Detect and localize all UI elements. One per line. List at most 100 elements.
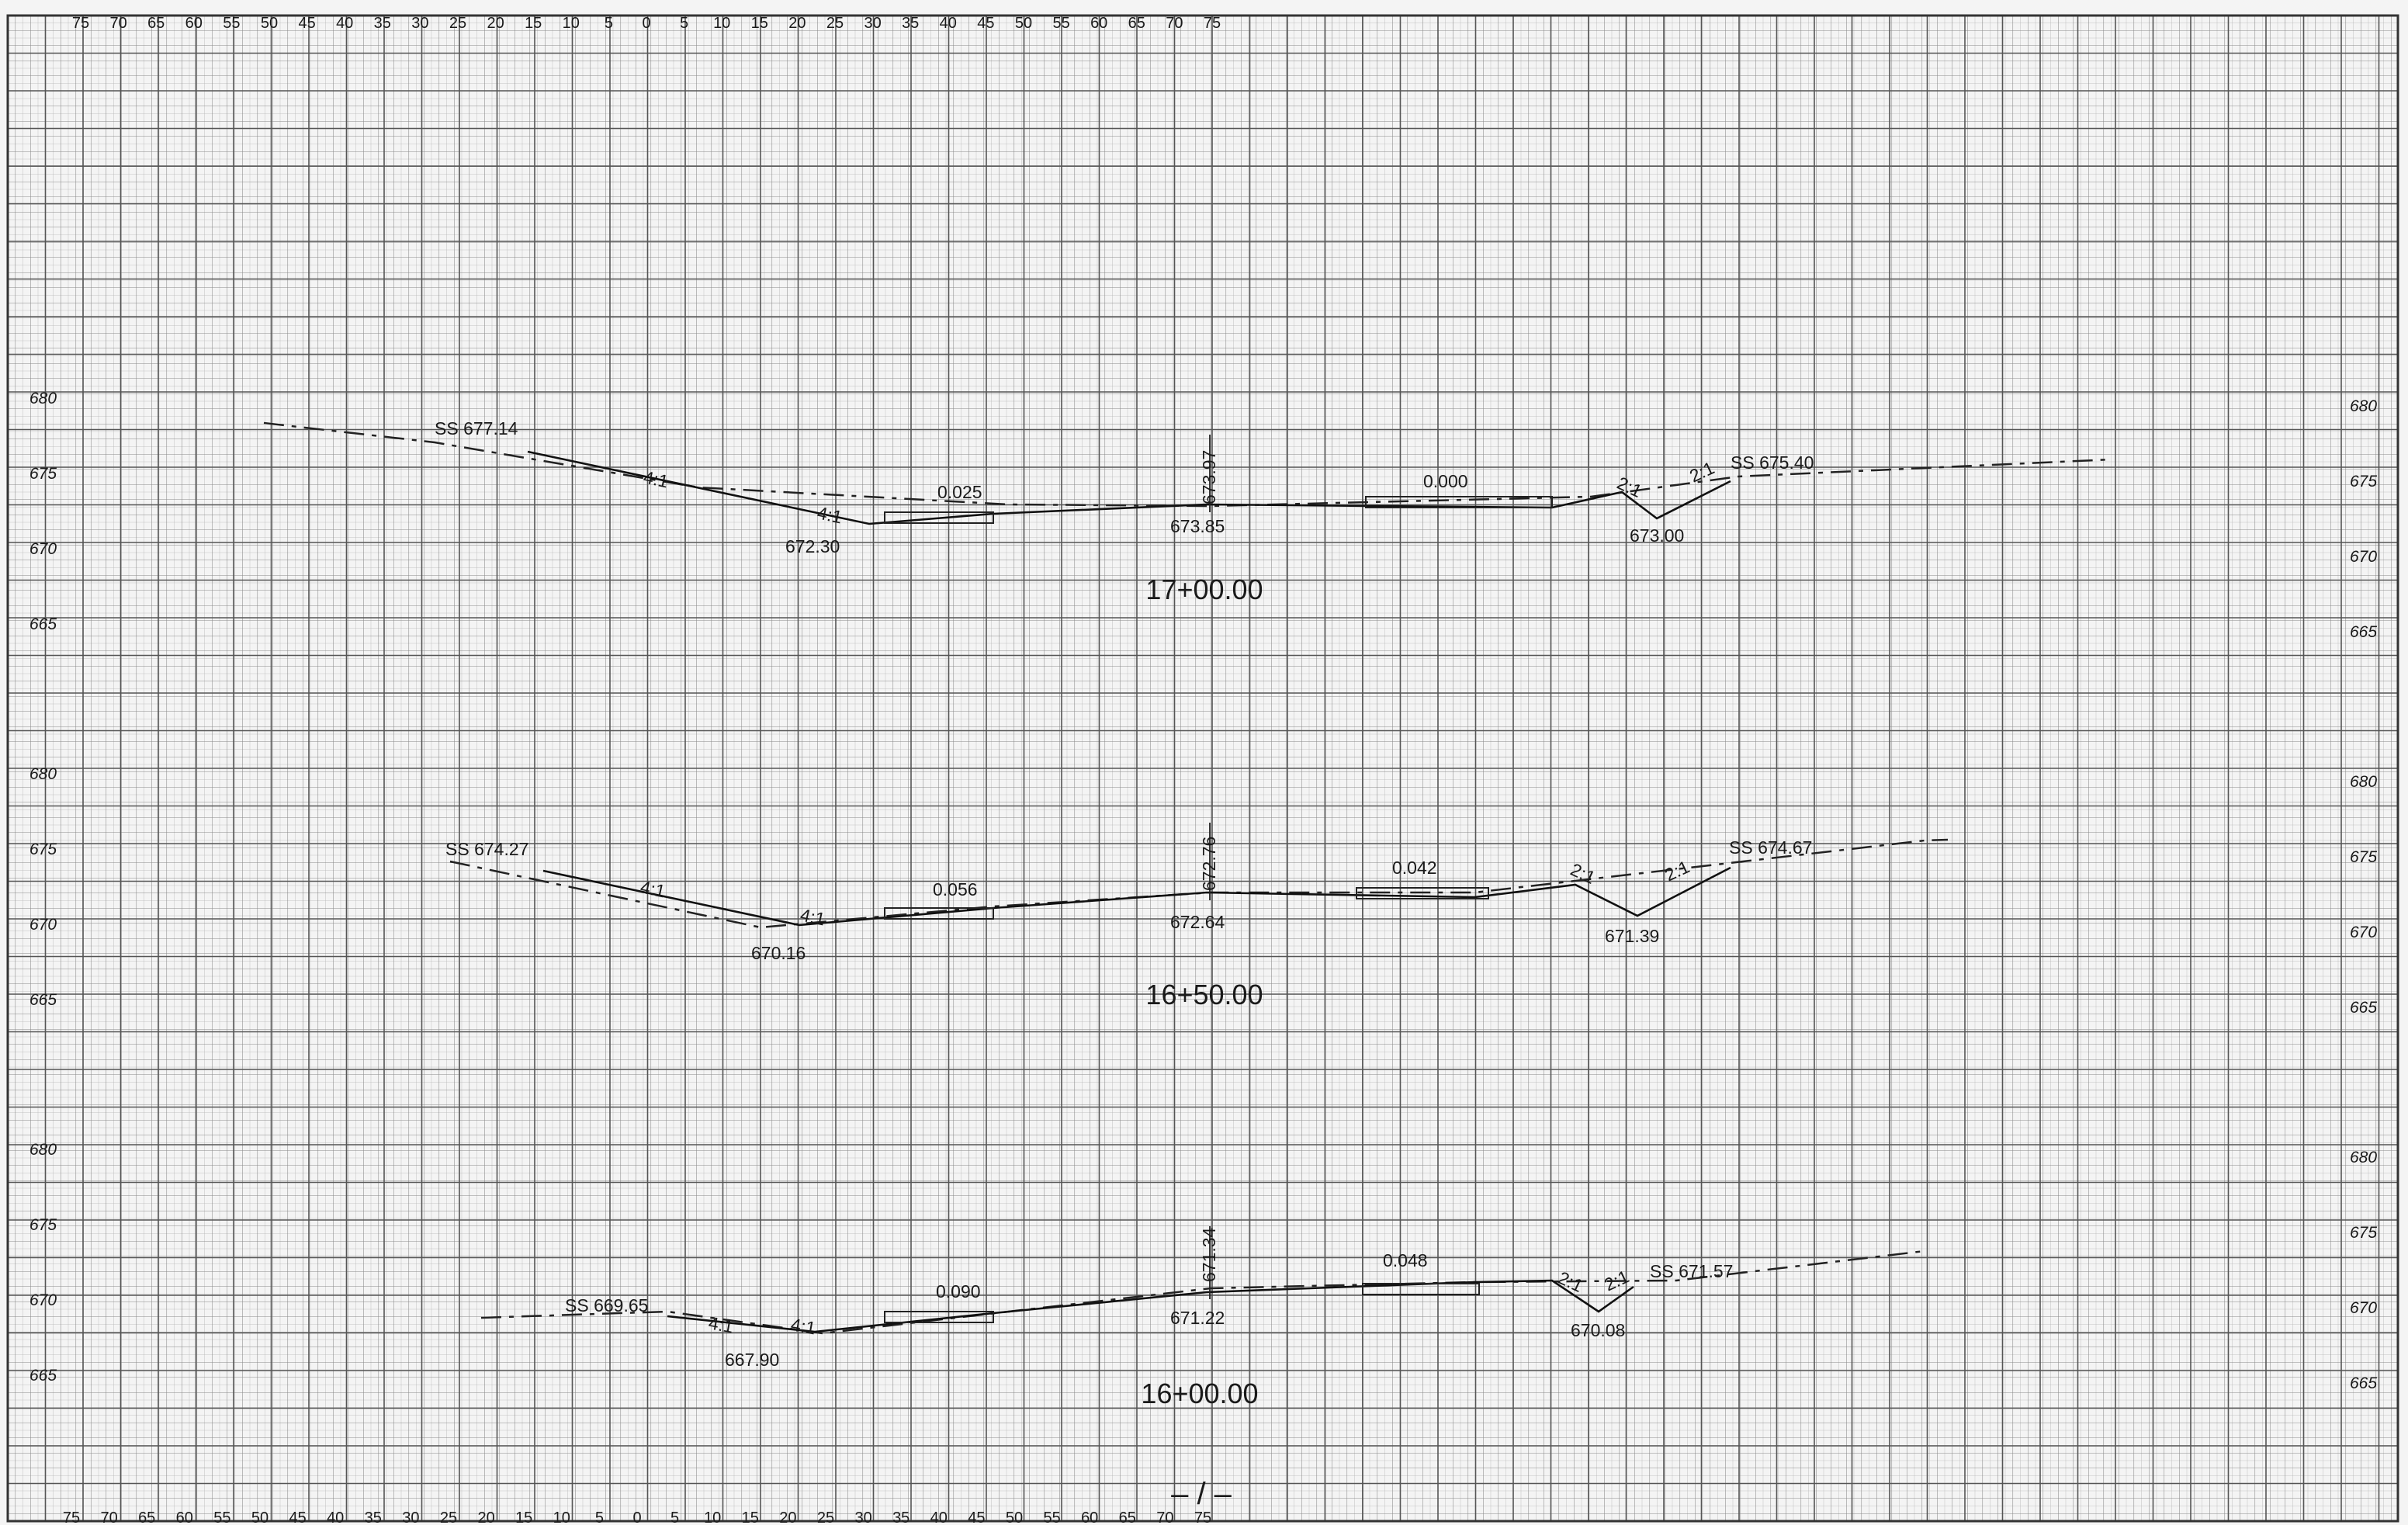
offset-scale-bottom-label: 55 <box>213 1509 230 1525</box>
slope-left-outer-label: 4:1 <box>707 1312 735 1336</box>
offset-scale-bottom-label: 15 <box>742 1509 759 1525</box>
offset-scale-bottom-label: 30 <box>402 1509 419 1525</box>
proposed-section-line <box>542 866 1731 927</box>
offset-scale-bottom-label: 5 <box>670 1509 679 1525</box>
existing-ground-line <box>263 421 2112 508</box>
ss-right-label: SS 675.40 <box>1731 452 1814 473</box>
grade-left-label: 0.025 <box>937 482 982 502</box>
elevation-label-right: 670 <box>2350 548 2377 566</box>
ditch-right-elevation: 670.08 <box>1571 1320 1625 1340</box>
offset-scale-top-label: 45 <box>977 15 994 32</box>
elevation-label-right: 665 <box>2350 1374 2377 1392</box>
centerline-bottom-elevation: 671.22 <box>1170 1308 1225 1328</box>
centerline-top-elevation: 671.34 <box>1199 1227 1219 1282</box>
offset-scale-bottom-label: 45 <box>968 1509 985 1525</box>
offset-scale-bottom-label: 55 <box>1043 1509 1060 1525</box>
offset-scale-bottom-label: 25 <box>817 1509 834 1525</box>
centerline-bottom-elevation: 672.64 <box>1170 912 1225 932</box>
offset-scale-top-label: 25 <box>449 15 466 32</box>
proposed-section-line <box>667 1279 1634 1333</box>
major-grid-lines <box>7 15 2398 1522</box>
slope-left-inner-label: 4:1 <box>789 1314 817 1338</box>
offset-scale-top-label: 70 <box>1166 15 1183 32</box>
offset-scale-top-label: 60 <box>1090 15 1107 32</box>
offset-scale-top-label: 20 <box>788 15 806 32</box>
elevation-label-left: 680 <box>29 1141 57 1159</box>
offset-scale-bottom-label: 65 <box>138 1509 155 1525</box>
offset-scale-top-label: 50 <box>1015 15 1032 32</box>
offset-scale-top-label: 45 <box>298 15 315 32</box>
offset-scale-top-label: 70 <box>109 15 126 32</box>
elevation-scale-left: 680 675 670 665 680 675 670 665 680 675 670 665 <box>29 390 57 1385</box>
offset-scale-top-label: 15 <box>525 15 542 32</box>
ss-right-label: SS 674.67 <box>1729 837 1812 858</box>
pavement-left <box>884 1311 994 1323</box>
pavement-left <box>884 511 994 524</box>
grade-left-label: 0.090 <box>936 1281 981 1301</box>
elevation-label-right: 670 <box>2350 1299 2377 1317</box>
offset-scale-top-label: 20 <box>487 15 504 32</box>
elevation-label-right: 675 <box>2350 473 2377 490</box>
offset-scale-top-label: 10 <box>563 15 580 32</box>
grade-right-label: 0.000 <box>1423 471 1468 491</box>
proposed-section-line <box>527 450 1731 525</box>
pavement-right <box>1365 496 1553 508</box>
offset-scale-top-label: 15 <box>751 15 768 32</box>
elevation-label-right: 680 <box>2350 397 2377 415</box>
ditch-left-elevation: 670.16 <box>751 943 806 963</box>
offset-scale-bottom-label: 40 <box>327 1509 344 1525</box>
offset-scale-top-label: 30 <box>411 15 428 32</box>
ss-right-label: SS 671.57 <box>1650 1261 1733 1281</box>
offset-scale-top-label: 35 <box>902 15 919 32</box>
grade-left-label: 0.056 <box>933 879 978 899</box>
offset-scale-top-label: 10 <box>713 15 730 32</box>
page-number: – / – <box>1171 1477 1232 1511</box>
elevation-label-left: 665 <box>29 1367 57 1385</box>
offset-scale-top: 75 70 65 60 55 50 45 40 35 30 25 20 15 10 5 0 5 10 15 20 25 3… <box>72 15 1221 32</box>
elevation-label-right: 665 <box>2350 623 2377 641</box>
offset-scale-bottom-label: 45 <box>289 1509 306 1525</box>
pavement-right <box>1356 887 1489 899</box>
elevation-label-right: 665 <box>2350 999 2377 1017</box>
elevation-label-right: 680 <box>2350 773 2377 791</box>
offset-scale-bottom-label: 35 <box>365 1509 382 1525</box>
ditch-left-elevation: 672.30 <box>785 536 840 556</box>
offset-scale-top-label: 50 <box>261 15 278 32</box>
elevation-label-right: 675 <box>2350 848 2377 866</box>
ditch-right-elevation: 673.00 <box>1630 525 1684 546</box>
offset-scale-bottom-label: 5 <box>595 1509 604 1525</box>
centerline-top-elevation: 673.97 <box>1199 450 1219 504</box>
offset-scale-top-label: 30 <box>864 15 881 32</box>
offset-scale-top-label: 65 <box>147 15 165 32</box>
centerline-top-elevation: 672.76 <box>1199 837 1219 891</box>
offset-scale-top-label: 0 <box>642 15 650 32</box>
offset-scale-bottom-label: 70 <box>1156 1509 1173 1525</box>
offset-scale-top-label: 25 <box>826 15 844 32</box>
station-label: 17+00.00 <box>1145 574 1263 605</box>
elevation-label-left: 680 <box>29 390 57 407</box>
offset-scale-top-label: 65 <box>1128 15 1145 32</box>
elevation-label-left: 680 <box>29 765 57 783</box>
offset-scale-bottom-label: 30 <box>854 1509 871 1525</box>
offset-scale-bottom-label: 50 <box>1006 1509 1023 1525</box>
cross-section-17-00: SS 677.14 SS 675.40 4:1 4:1 2:1 2:1 672.… <box>263 418 2112 605</box>
offset-scale-bottom-label: 40 <box>930 1509 948 1525</box>
station-label: 16+00.00 <box>1141 1378 1258 1409</box>
station-label: 16+50.00 <box>1145 979 1263 1010</box>
offset-scale-top-label: 55 <box>1052 15 1069 32</box>
cross-section-16-50: SS 674.27 SS 674.67 4:1 4:1 2:1 2:1 670.… <box>445 823 1949 1010</box>
pavement-left <box>884 907 994 920</box>
elevation-label-left: 675 <box>29 840 57 858</box>
offset-scale-bottom-label: 75 <box>1194 1509 1211 1525</box>
offset-scale-bottom-label: 60 <box>1081 1509 1098 1525</box>
ss-left-label: SS 674.27 <box>445 839 528 859</box>
offset-scale-bottom-label: 65 <box>1119 1509 1136 1525</box>
offset-scale-top-label: 5 <box>680 15 688 32</box>
offset-scale-bottom-label: 35 <box>892 1509 909 1525</box>
pavement-right <box>1362 1283 1480 1295</box>
offset-scale-top-label: 40 <box>940 15 957 32</box>
offset-scale-bottom-label: 20 <box>779 1509 796 1525</box>
offset-scale-bottom-label: 25 <box>440 1509 457 1525</box>
